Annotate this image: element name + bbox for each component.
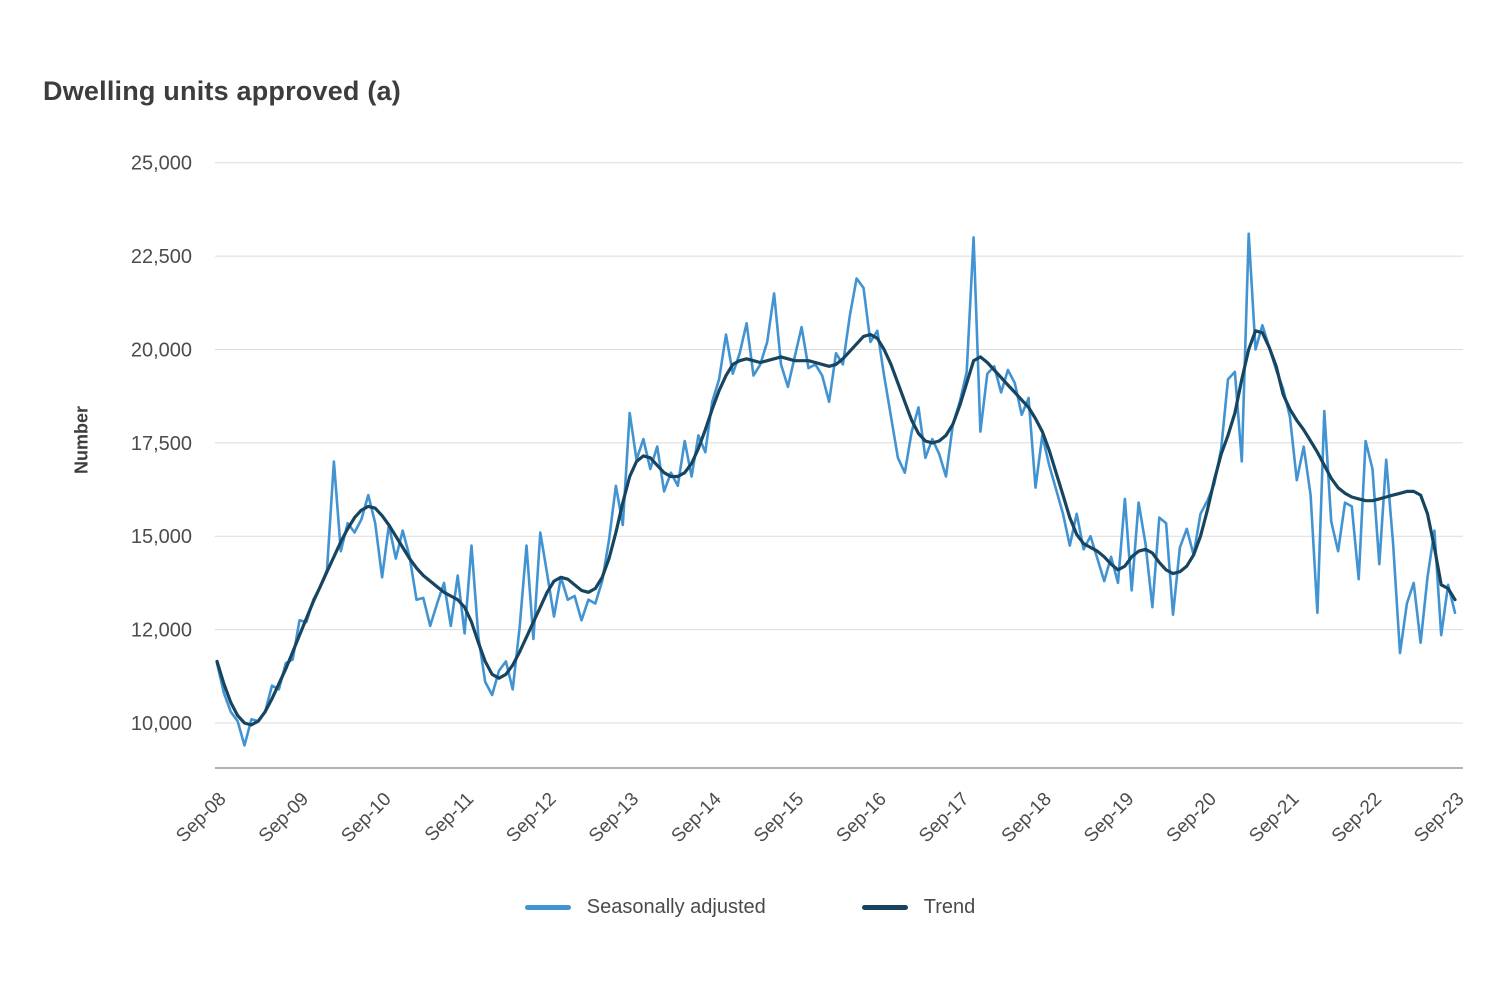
x-tick-label: Sep-19 xyxy=(1080,789,1138,847)
y-tick-label: 20,000 xyxy=(131,339,192,361)
x-tick-label: Sep-14 xyxy=(668,788,726,846)
trend-swatch xyxy=(861,905,908,910)
y-tick-label: 15,000 xyxy=(131,526,192,548)
y-tick-label: 10,000 xyxy=(131,713,192,735)
legend-label-seasonally-adjusted: Seasonally adjusted xyxy=(586,896,766,918)
chart-title: Dwelling units approved (a) xyxy=(43,76,401,107)
x-tick-label: Sep-22 xyxy=(1328,789,1386,847)
x-tick-label: Sep-21 xyxy=(1245,789,1303,847)
seasonally-adjusted-swatch xyxy=(524,905,571,910)
x-tick-label: Sep-10 xyxy=(337,789,395,847)
x-tick-label: Sep-13 xyxy=(585,789,643,847)
y-tick-label: 17,500 xyxy=(131,433,192,455)
x-tick-label: Sep-09 xyxy=(255,789,313,847)
x-tick-label: Sep-08 xyxy=(172,789,230,847)
x-tick-label: Sep-23 xyxy=(1410,789,1468,847)
legend-item-trend[interactable]: Trend xyxy=(861,896,976,919)
x-tick-label: Sep-12 xyxy=(502,789,560,847)
y-tick-label: 25,000 xyxy=(131,153,192,175)
legend-label-trend: Trend xyxy=(923,896,976,918)
x-tick-label: Sep-20 xyxy=(1163,789,1221,847)
y-axis-title: Number xyxy=(71,405,92,475)
x-tick-label: Sep-16 xyxy=(833,789,891,847)
x-tick-label: Sep-11 xyxy=(421,789,478,846)
legend-item-seasonally-adjusted[interactable]: Seasonally adjusted xyxy=(524,896,766,919)
x-tick-label: Sep-17 xyxy=(915,789,973,847)
trend-line[interactable] xyxy=(215,329,1457,727)
x-tick-label: Sep-18 xyxy=(998,789,1056,847)
x-tick-label: Sep-15 xyxy=(750,789,808,847)
seasonally-adjusted-line[interactable] xyxy=(215,232,1457,747)
y-tick-label: 22,500 xyxy=(131,246,192,268)
y-tick-label: 12,000 xyxy=(131,620,192,642)
legend: Seasonally adjusted Trend xyxy=(0,896,1500,919)
